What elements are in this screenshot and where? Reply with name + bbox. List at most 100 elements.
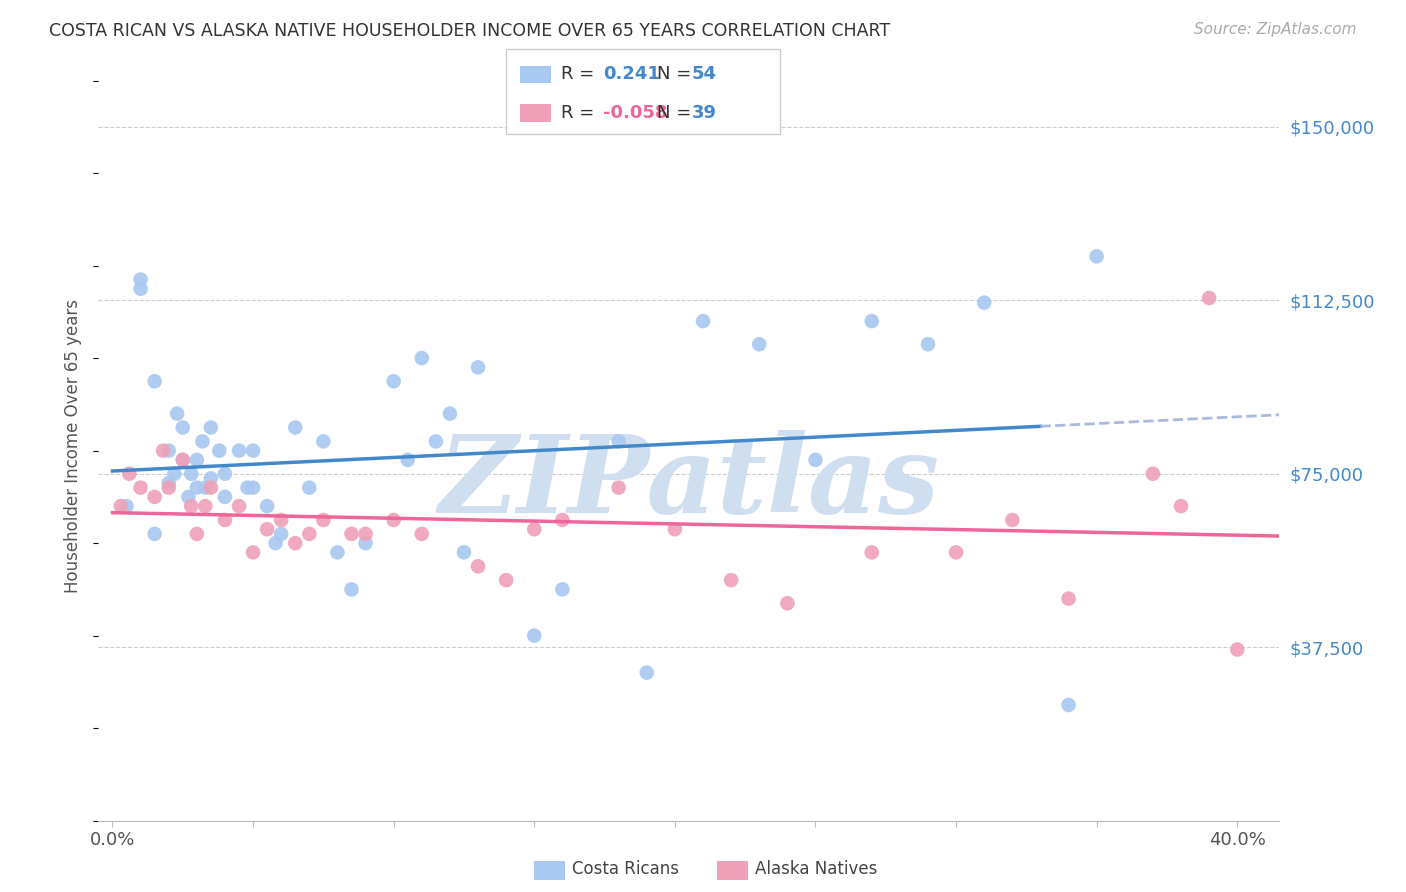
Point bbox=[692, 314, 714, 328]
Point bbox=[340, 527, 363, 541]
Text: Costa Ricans: Costa Ricans bbox=[572, 860, 679, 878]
Point bbox=[776, 596, 799, 610]
Point bbox=[194, 481, 217, 495]
Point bbox=[396, 453, 419, 467]
Text: R =: R = bbox=[561, 65, 595, 84]
Point bbox=[186, 527, 208, 541]
Text: N =: N = bbox=[657, 103, 690, 121]
Point bbox=[157, 481, 180, 495]
Point bbox=[453, 545, 475, 559]
Point bbox=[607, 434, 630, 449]
Text: 0.241: 0.241 bbox=[603, 65, 659, 84]
Point bbox=[172, 453, 194, 467]
Point bbox=[270, 527, 292, 541]
Point bbox=[340, 582, 363, 597]
Point bbox=[425, 434, 447, 449]
Point bbox=[382, 374, 405, 388]
Point bbox=[382, 513, 405, 527]
Point bbox=[1142, 467, 1164, 481]
Point bbox=[298, 527, 321, 541]
Point bbox=[411, 527, 433, 541]
Point bbox=[551, 513, 574, 527]
Point bbox=[177, 490, 200, 504]
Point bbox=[1057, 698, 1080, 712]
Point bbox=[312, 434, 335, 449]
Point bbox=[1170, 499, 1192, 513]
Text: 39: 39 bbox=[692, 103, 717, 121]
Point bbox=[180, 467, 202, 481]
Point bbox=[860, 314, 883, 328]
Point bbox=[467, 360, 489, 375]
Point bbox=[411, 351, 433, 365]
Point bbox=[129, 282, 152, 296]
Point bbox=[973, 295, 995, 310]
Point bbox=[115, 499, 138, 513]
Point bbox=[163, 467, 186, 481]
Point bbox=[804, 453, 827, 467]
Point bbox=[636, 665, 658, 680]
Point bbox=[1085, 249, 1108, 263]
Text: -0.058: -0.058 bbox=[603, 103, 668, 121]
Text: Source: ZipAtlas.com: Source: ZipAtlas.com bbox=[1194, 22, 1357, 37]
Point bbox=[945, 545, 967, 559]
Point bbox=[172, 420, 194, 434]
Point bbox=[118, 467, 141, 481]
Text: 54: 54 bbox=[692, 65, 717, 84]
Text: N =: N = bbox=[657, 65, 690, 84]
Text: Alaska Natives: Alaska Natives bbox=[755, 860, 877, 878]
Point bbox=[312, 513, 335, 527]
Point bbox=[607, 481, 630, 495]
Y-axis label: Householder Income Over 65 years: Householder Income Over 65 years bbox=[65, 299, 83, 593]
Point bbox=[194, 499, 217, 513]
Point bbox=[551, 582, 574, 597]
Point bbox=[264, 536, 287, 550]
Point bbox=[208, 443, 231, 458]
Point bbox=[242, 481, 264, 495]
Point bbox=[664, 522, 686, 536]
Point bbox=[186, 453, 208, 467]
Point bbox=[523, 629, 546, 643]
Point bbox=[228, 499, 250, 513]
Point bbox=[236, 481, 259, 495]
Point bbox=[256, 522, 278, 536]
Point bbox=[228, 443, 250, 458]
Point bbox=[214, 490, 236, 504]
Point bbox=[284, 420, 307, 434]
Point bbox=[1001, 513, 1024, 527]
Point bbox=[523, 522, 546, 536]
Point bbox=[200, 481, 222, 495]
Point bbox=[152, 443, 174, 458]
Point bbox=[720, 573, 742, 587]
Point bbox=[326, 545, 349, 559]
Point bbox=[284, 536, 307, 550]
Point bbox=[129, 481, 152, 495]
Point bbox=[467, 559, 489, 574]
Point bbox=[495, 573, 517, 587]
Text: ZIPatlas: ZIPatlas bbox=[439, 431, 939, 536]
Point bbox=[172, 453, 194, 467]
Text: COSTA RICAN VS ALASKA NATIVE HOUSEHOLDER INCOME OVER 65 YEARS CORRELATION CHART: COSTA RICAN VS ALASKA NATIVE HOUSEHOLDER… bbox=[49, 22, 890, 40]
Point bbox=[214, 513, 236, 527]
Point bbox=[214, 467, 236, 481]
Point bbox=[1198, 291, 1220, 305]
Point bbox=[242, 545, 264, 559]
Point bbox=[157, 443, 180, 458]
Point bbox=[143, 527, 166, 541]
Point bbox=[256, 499, 278, 513]
Point bbox=[143, 374, 166, 388]
Point bbox=[242, 443, 264, 458]
Point bbox=[129, 272, 152, 286]
Point bbox=[270, 513, 292, 527]
Point bbox=[110, 499, 132, 513]
Point bbox=[180, 499, 202, 513]
Text: R =: R = bbox=[561, 103, 595, 121]
Point bbox=[748, 337, 770, 351]
Point bbox=[186, 481, 208, 495]
Point bbox=[439, 407, 461, 421]
Point bbox=[166, 407, 188, 421]
Point bbox=[191, 434, 214, 449]
Point bbox=[354, 536, 377, 550]
Point bbox=[1226, 642, 1249, 657]
Point bbox=[1057, 591, 1080, 606]
Point bbox=[157, 475, 180, 490]
